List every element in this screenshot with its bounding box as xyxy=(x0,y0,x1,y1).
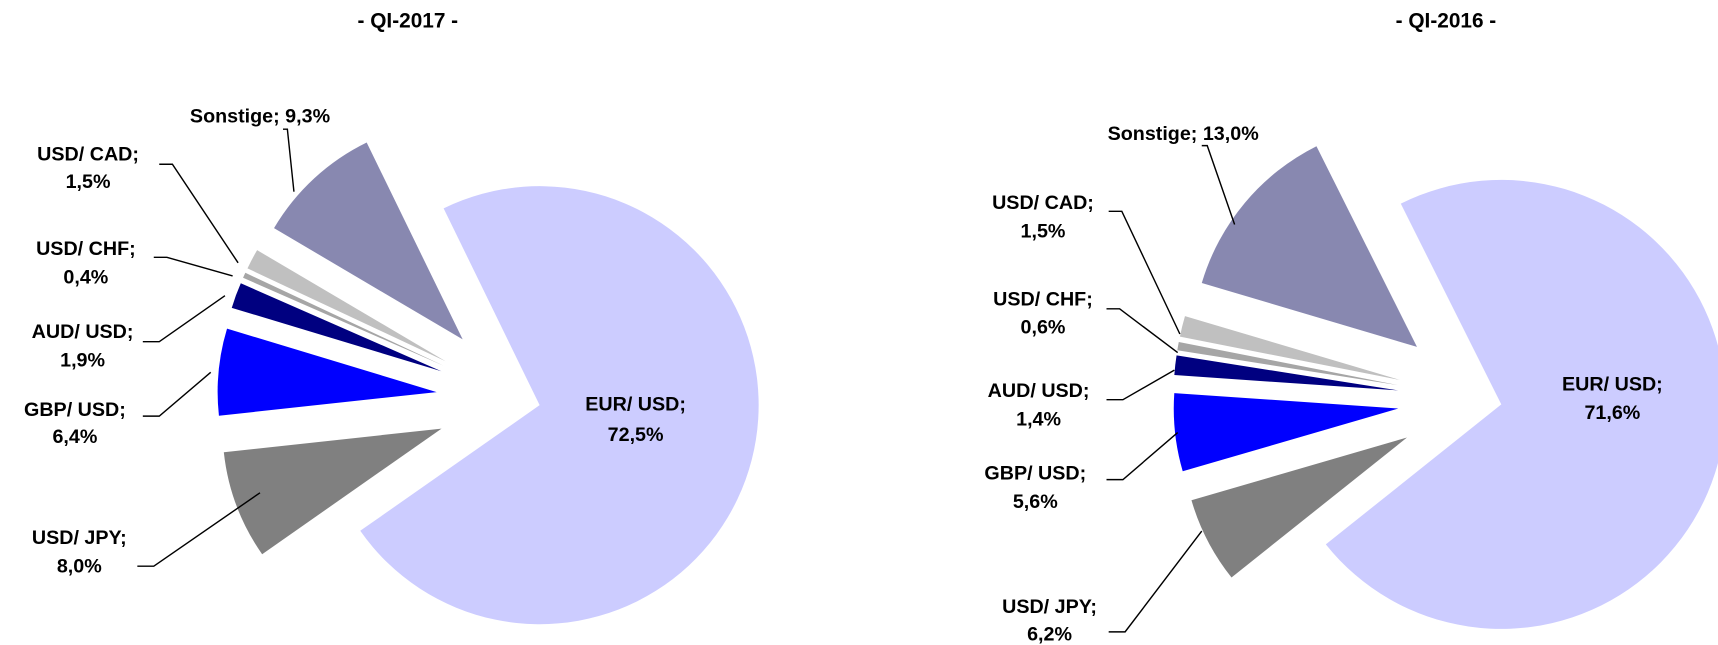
slice-label: USD/ JPY; xyxy=(32,527,127,549)
slice-label: AUD/ USD; xyxy=(32,321,134,343)
slice-label: GBP/ USD; xyxy=(24,399,126,421)
slice-label: USD/ CAD; xyxy=(37,144,139,166)
slice-label: USD/ CAD; xyxy=(992,192,1094,214)
pie-slice xyxy=(1191,437,1407,578)
pie-slice xyxy=(223,428,442,555)
leader-line xyxy=(282,128,295,192)
slice-label: USD/ CHF; xyxy=(993,288,1093,310)
slice-value-label: 0,6% xyxy=(1021,317,1066,339)
chart-title: - QI-2017 - xyxy=(358,9,459,32)
chart-title: - QI-2016 - xyxy=(1396,9,1497,32)
leader-line xyxy=(159,163,239,264)
leader-line xyxy=(1108,530,1203,633)
slice-label: Sonstige; xyxy=(1108,123,1198,145)
pie-slice xyxy=(1201,146,1417,347)
pie-slice xyxy=(1177,341,1400,386)
slice-value-label: 1,5% xyxy=(1021,220,1066,242)
slice-value-label: 5,6% xyxy=(1013,491,1058,513)
slice-label: EUR/ USD; xyxy=(1562,374,1663,396)
leader-line xyxy=(1106,369,1175,401)
leader-lines xyxy=(137,128,1236,633)
pie-slice xyxy=(243,272,444,366)
pie-slice xyxy=(274,142,463,340)
leader-line xyxy=(153,256,233,277)
slice-label: USD/ CHF; xyxy=(36,238,136,260)
slice-value-label: 1,9% xyxy=(60,350,105,372)
slice-label: Sonstige; xyxy=(190,105,280,127)
slice-value-label: 6,2% xyxy=(1027,623,1072,645)
pie-slice xyxy=(231,283,442,372)
leader-line xyxy=(1106,432,1179,481)
slice-value-label: 71,6% xyxy=(1584,402,1640,424)
leader-line xyxy=(1201,144,1236,225)
pie-slice xyxy=(247,250,446,362)
slice-label: EUR/ USD; xyxy=(585,393,686,415)
leader-line xyxy=(1108,210,1181,335)
slice-value-label: 1,5% xyxy=(66,171,111,193)
slice-value-label: 6,4% xyxy=(52,426,97,448)
leader-line xyxy=(142,371,212,417)
pie-slice xyxy=(360,186,759,625)
slice-value-label: 72,5% xyxy=(608,424,664,446)
pie-slice xyxy=(217,328,437,416)
slice-value-label: 0,4% xyxy=(63,266,108,288)
slice-label: USD/ JPY; xyxy=(1002,596,1097,618)
pie-slice xyxy=(1173,393,1399,472)
slice-label: AUD/ USD; xyxy=(988,380,1090,402)
slice-value-label: 1,4% xyxy=(1016,409,1061,431)
leader-line xyxy=(137,492,261,567)
pie-slice xyxy=(1325,179,1718,629)
slice-label: GBP/ USD; xyxy=(984,462,1086,484)
leader-line xyxy=(1106,308,1179,354)
pie-slice xyxy=(1174,355,1399,391)
slice-value-label: 13,0% xyxy=(1203,123,1259,145)
pie-slice xyxy=(1179,316,1401,381)
leader-line xyxy=(142,295,226,343)
slice-value-label: 8,0% xyxy=(57,555,102,577)
slice-value-label: 9,3% xyxy=(285,105,330,127)
